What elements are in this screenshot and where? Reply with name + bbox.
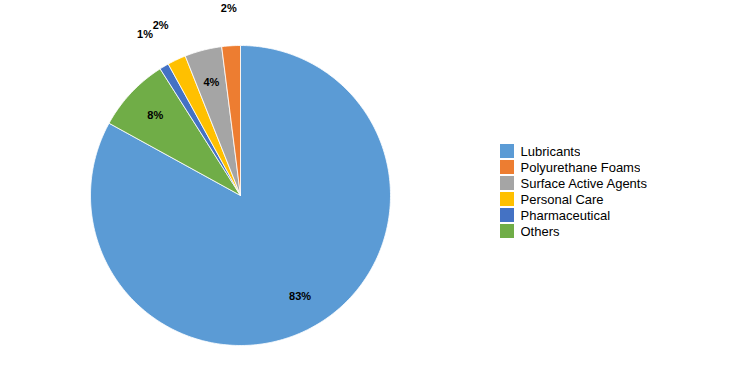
html-text:Personal Care: Personal Care — [520, 191, 604, 207]
svg-text:8%: 8% — [147, 109, 163, 121]
svg-text:2%: 2% — [221, 2, 237, 14]
html-text:Surface Active Agents: Surface Active Agents — [520, 175, 647, 191]
html-text:Polyurethane Foams: Polyurethane Foams — [520, 159, 641, 175]
html-text:Pharmaceutical: Pharmaceutical — [520, 207, 611, 223]
html-text:Others: Others — [520, 223, 560, 239]
svg-text:2%: 2% — [153, 19, 169, 31]
svg-text:4%: 4% — [203, 76, 219, 88]
svg-text:1%: 1% — [137, 28, 153, 40]
svg-text:83%: 83% — [289, 290, 311, 302]
html-text:Lubricants: Lubricants — [520, 143, 581, 159]
